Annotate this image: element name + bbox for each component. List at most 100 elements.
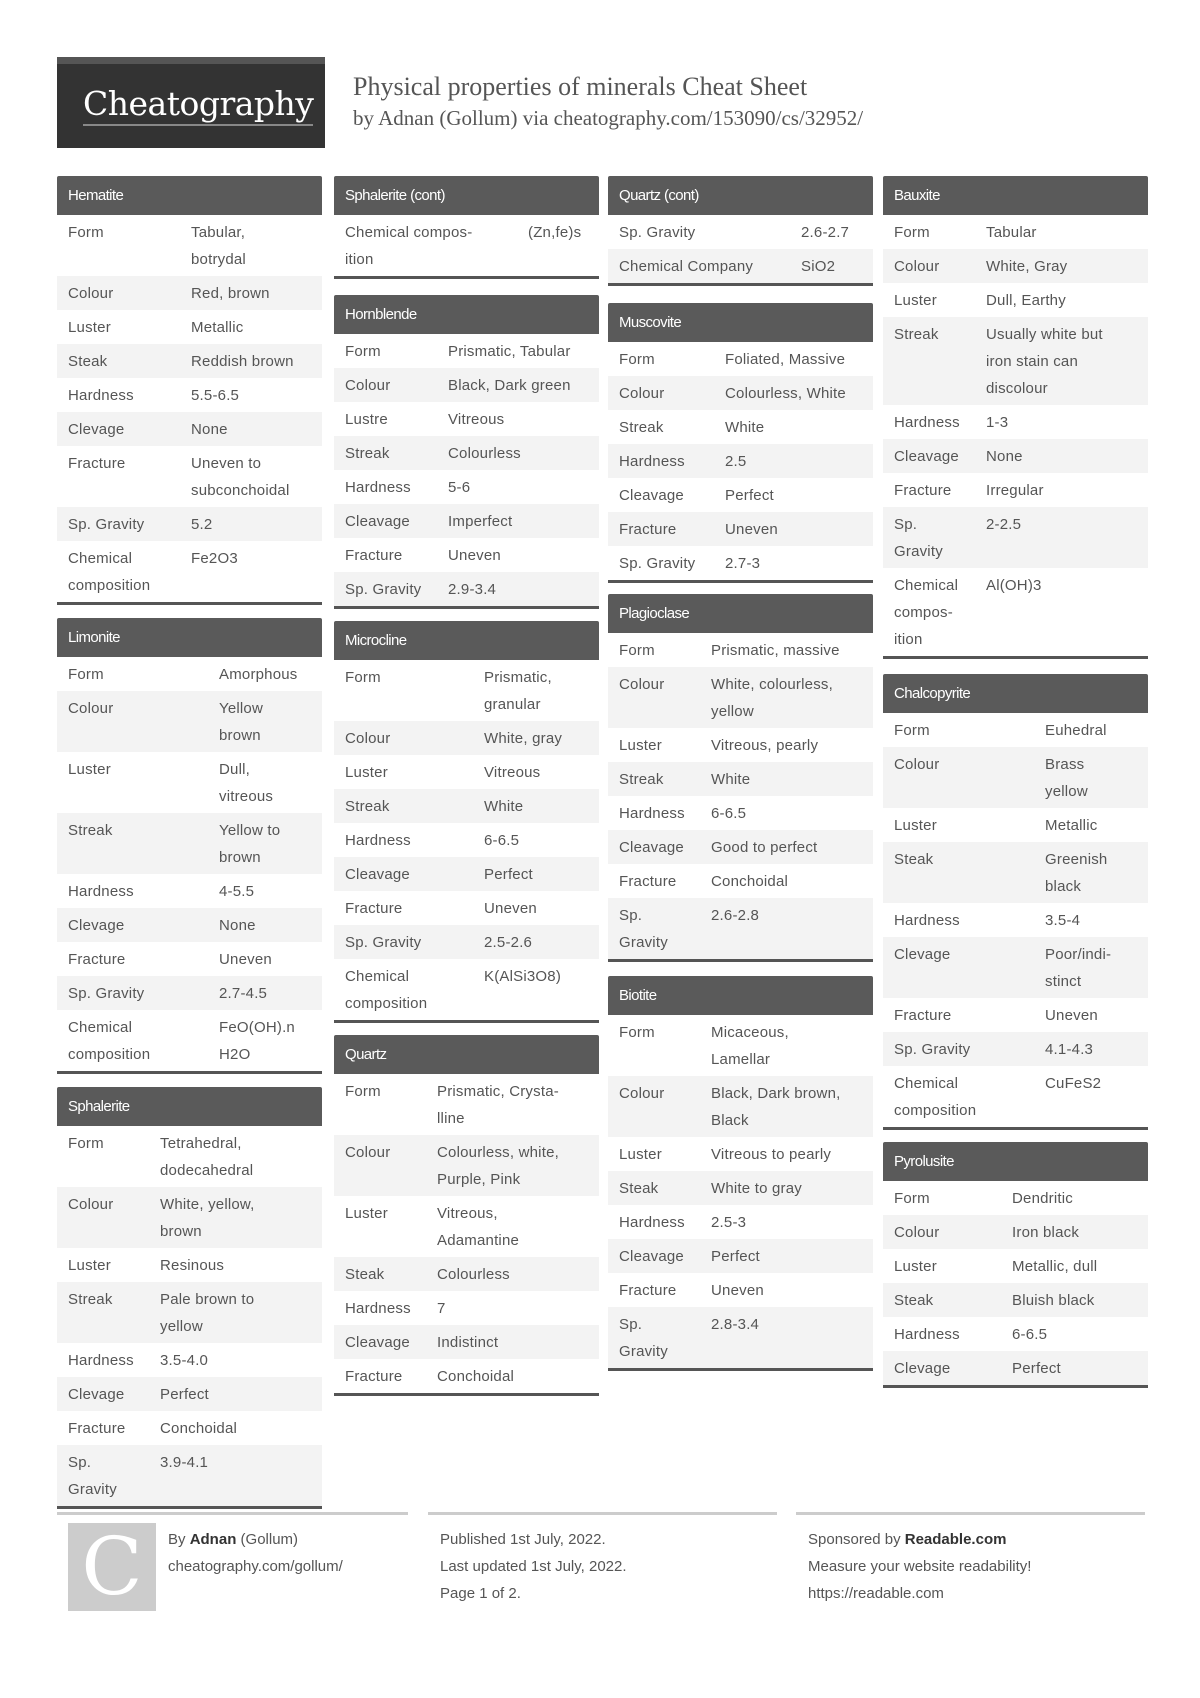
- sponsor-link[interactable]: https://readable.com: [808, 1585, 944, 1602]
- property-value: Colourless: [448, 444, 521, 462]
- section-sphalerite: Sphalerite Form Tetrahedral, dodecahedral C…: [57, 1087, 322, 1509]
- page-subtitle[interactable]: by Adnan (Gollum) via cheatography.com/1…: [353, 106, 864, 130]
- section-limonite: Limonite Form Amorphous Colour Yellow brown L…: [57, 618, 322, 1074]
- property-table: Form Prismatic, granular Colour White, gray…: [334, 660, 599, 1020]
- property-label: Cleavage: [894, 447, 959, 465]
- author-link[interactable]: cheatography.com/gollum/: [168, 1558, 343, 1575]
- property-label: Clevage: [894, 945, 951, 963]
- table-row: Luster Dull, vitreous: [57, 752, 322, 813]
- property-label: Fracture: [619, 520, 677, 538]
- property-value: 1-3: [986, 413, 1009, 431]
- updated-date: Last updated 1st July, 2022.: [440, 1558, 627, 1575]
- table-row: Luster Metallic, dull: [883, 1249, 1148, 1283]
- property-label: Form: [619, 350, 655, 368]
- table-row: Cleavage Perfect: [608, 1239, 873, 1273]
- author-name[interactable]: Adnan: [189, 1531, 237, 1548]
- property-value: Bluish black: [1012, 1291, 1095, 1309]
- table-row: Colour Yellow brown: [57, 691, 322, 752]
- property-label: Form: [68, 1134, 104, 1152]
- property-label: Luster: [894, 1257, 937, 1275]
- table-row: Hardness 3.5-4: [883, 903, 1148, 937]
- property-value: Iron black: [1012, 1223, 1080, 1241]
- property-value: Prismatic, massive: [711, 641, 840, 659]
- property-value: CuFeS2: [1045, 1074, 1102, 1092]
- table-row: Colour Iron black: [883, 1215, 1148, 1249]
- table-row: Steak Bluish black: [883, 1283, 1148, 1317]
- property-value: White, colourless, yellow: [711, 675, 833, 720]
- property-label: Form: [894, 223, 930, 241]
- property-label: Sp. Gravity: [619, 223, 696, 241]
- table-row: Cleavage Good to perfect: [608, 830, 873, 864]
- table-row: Colour White, gray: [334, 721, 599, 755]
- table-row: Form Tabular, botrydal: [57, 215, 322, 276]
- property-label: Hardness: [894, 1325, 960, 1343]
- table-row: Fracture Uneven: [334, 538, 599, 572]
- property-label: Colour: [68, 1195, 114, 1213]
- table-row: Clevage Perfect: [57, 1377, 322, 1411]
- property-value: Good to perfect: [711, 838, 818, 856]
- table-row: Chemical compos- ition (Zn,fe)s: [334, 215, 599, 276]
- author-avatar: C: [68, 1523, 156, 1611]
- publish-info: Published 1st July, 2022. Last updated 1…: [440, 1526, 627, 1607]
- property-label: Fracture: [619, 872, 677, 890]
- table-row: Form Prismatic, Tabular: [334, 334, 599, 368]
- property-label: Clevage: [68, 1385, 125, 1403]
- table-row: Hardness 6-6.5: [883, 1317, 1148, 1351]
- section-plagioclase: Plagioclase Form Prismatic, massive Colour W…: [608, 594, 873, 962]
- table-row: Chemical compos- ition Al(OH)3: [883, 568, 1148, 656]
- property-value: 2.7-4.5: [219, 984, 268, 1002]
- property-label: Streak: [68, 821, 113, 839]
- property-label: Streak: [894, 325, 939, 343]
- property-label: Hardness: [345, 478, 411, 496]
- table-row: Cleavage Imperfect: [334, 504, 599, 538]
- property-label: Form: [68, 223, 104, 241]
- section-title: Muscovite: [608, 303, 873, 342]
- property-label: Sp. Gravity: [619, 1315, 668, 1360]
- table-row: Cleavage None: [883, 439, 1148, 473]
- property-label: Form: [345, 1082, 381, 1100]
- table-row: Form Prismatic, massive: [608, 633, 873, 667]
- section-title: Hornblende: [334, 295, 599, 334]
- page-number: Page 1 of 2.: [440, 1585, 521, 1602]
- property-value: 2.6-2.7: [801, 223, 850, 241]
- property-label: Form: [619, 1023, 655, 1041]
- property-value: 3.9-4.1: [160, 1453, 209, 1471]
- property-value: Yellow brown: [219, 699, 264, 744]
- property-label: Form: [894, 1189, 930, 1207]
- property-value: Colourless: [437, 1265, 510, 1283]
- property-value: 2.5-2.6: [484, 933, 533, 951]
- table-row: Clevage None: [57, 412, 322, 446]
- table-row: Luster Metallic: [883, 808, 1148, 842]
- footer-divider: [428, 1512, 777, 1515]
- property-value: Micaceous, Lamellar: [711, 1023, 789, 1068]
- table-row: Clevage Poor/indi- stinct: [883, 937, 1148, 998]
- table-row: Sp. Gravity 2.8-3.4: [608, 1307, 873, 1368]
- property-label: Chemical compos- ition: [345, 223, 473, 268]
- table-row: Streak Usually white but iron stain can d…: [883, 317, 1148, 405]
- section-title: Bauxite: [883, 176, 1148, 215]
- sponsor-tagline: Measure your website readability!: [808, 1558, 1032, 1575]
- sponsor-name[interactable]: Readable.com: [904, 1531, 1007, 1548]
- table-row: Clevage Perfect: [883, 1351, 1148, 1385]
- property-value: White: [711, 770, 751, 788]
- table-row: Hardness 6-6.5: [334, 823, 599, 857]
- property-label: Chemical composition: [345, 967, 428, 1012]
- property-label: Hardness: [619, 804, 685, 822]
- property-value: Colourless, White: [725, 384, 846, 402]
- cheatography-logo[interactable]: Cheatography: [57, 57, 325, 148]
- table-row: Form Tabular: [883, 215, 1148, 249]
- property-value: 2-2.5: [986, 515, 1022, 533]
- section-bauxite: Bauxite Form Tabular Colour White, Gray Luste…: [883, 176, 1148, 659]
- table-row: Colour Red, brown: [57, 276, 322, 310]
- property-label: Sp. Gravity: [345, 933, 422, 951]
- property-value: (Zn,fe)s: [528, 223, 582, 241]
- table-row: Clevage None: [57, 908, 322, 942]
- property-value: Uneven: [448, 546, 501, 564]
- section-chalcopyrite: Chalcopyrite Form Euhedral Colour Brass yell…: [883, 674, 1148, 1130]
- property-value: SiO2: [801, 257, 836, 275]
- table-row: Colour Black, Dark green: [334, 368, 599, 402]
- table-row: Luster Vitreous: [334, 755, 599, 789]
- table-row: Steak Colourless: [334, 1257, 599, 1291]
- property-label: Form: [619, 641, 655, 659]
- property-label: Sp. Gravity: [68, 1453, 117, 1498]
